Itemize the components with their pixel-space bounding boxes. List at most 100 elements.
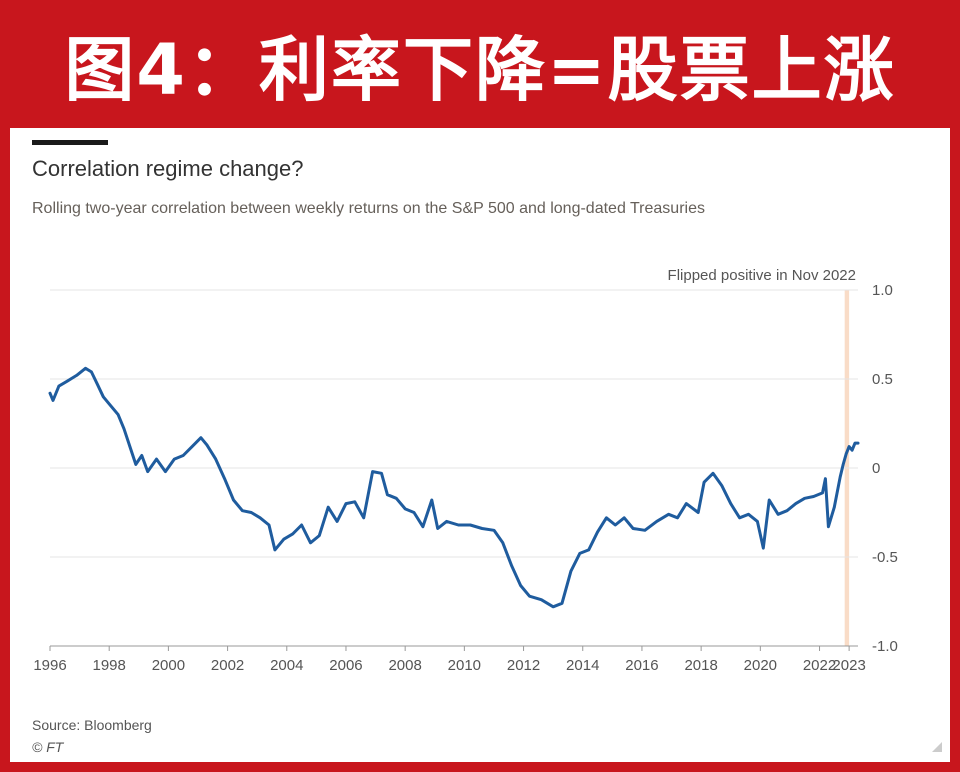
data-point	[457, 523, 460, 527]
data-point	[540, 598, 543, 601]
data-point	[776, 513, 780, 516]
data-point	[501, 541, 505, 544]
data-point	[164, 470, 167, 473]
data-point	[273, 548, 277, 552]
data-point	[842, 463, 845, 466]
data-point	[335, 520, 339, 523]
data-point	[51, 399, 55, 402]
data-point	[667, 513, 670, 516]
source-note: Source: Bloomberg	[32, 717, 152, 733]
copyright-note: © FT	[32, 739, 64, 755]
data-point	[309, 541, 312, 544]
data-point	[155, 457, 158, 461]
data-point	[327, 505, 330, 509]
series-line	[48, 366, 860, 609]
data-point	[84, 367, 87, 370]
data-point	[578, 552, 581, 555]
data-point	[380, 472, 383, 475]
x-tick-label: 1998	[93, 657, 126, 674]
data-point	[371, 470, 374, 473]
data-point	[403, 507, 407, 511]
data-point	[747, 513, 750, 516]
data-point	[696, 511, 700, 514]
data-point	[551, 605, 555, 609]
data-point	[300, 523, 303, 527]
data-point	[116, 413, 120, 416]
x-tick-label: 2020	[744, 657, 777, 674]
data-point	[768, 498, 771, 502]
x-tick-label: 2008	[388, 657, 421, 674]
data-point	[190, 445, 194, 448]
data-point	[250, 511, 253, 514]
line-chart: 1.0 0.5 0 -0.5 -1.0 1996 1998 2000 2002 2004 2006 2…	[33, 267, 898, 674]
data-point	[605, 516, 608, 520]
data-point	[66, 379, 69, 382]
data-point	[685, 502, 688, 505]
data-point	[199, 436, 203, 439]
y-tick-label: -0.5	[872, 549, 898, 566]
x-tick-label: 2016	[625, 657, 658, 674]
x-tick-label: 2002	[211, 657, 244, 674]
data-point	[510, 564, 513, 568]
data-point	[430, 498, 434, 502]
data-point	[318, 534, 321, 537]
title-accent-bar	[32, 140, 108, 145]
data-point	[587, 548, 590, 552]
data-point	[75, 374, 78, 377]
y-tick-label: 0.5	[872, 371, 893, 388]
data-point	[469, 523, 472, 527]
data-point	[762, 546, 765, 550]
data-point	[794, 502, 798, 505]
header-banner: 图4：利率下降=股票上涨	[0, 0, 960, 128]
data-point	[421, 525, 425, 528]
data-point	[107, 402, 111, 406]
data-point	[844, 452, 848, 455]
data-point	[614, 523, 617, 527]
data-point	[856, 441, 860, 445]
data-point	[492, 529, 496, 532]
annotation-label: Flipped positive in Nov 2022	[668, 267, 856, 284]
data-point	[362, 516, 365, 520]
data-point	[291, 532, 294, 536]
data-point	[282, 538, 286, 541]
banner-title: 图4：利率下降=股票上涨	[64, 28, 896, 111]
data-point	[96, 383, 99, 386]
data-point	[676, 516, 679, 520]
data-point	[596, 530, 599, 534]
chart-subtitle: Rolling two-year correlation between wee…	[32, 200, 705, 217]
data-point	[134, 463, 138, 466]
data-point	[57, 384, 61, 388]
data-point	[824, 477, 827, 480]
chart-footer: Source: Bloomberg © FT	[32, 714, 152, 758]
data-point	[827, 525, 830, 528]
data-point	[173, 457, 176, 461]
x-tick-label: 2000	[152, 657, 185, 674]
x-tick-label: 1996	[33, 657, 66, 674]
data-point	[258, 516, 262, 520]
data-point	[241, 509, 244, 512]
data-point	[833, 505, 836, 509]
data-point	[445, 520, 448, 523]
data-point	[853, 441, 857, 445]
resize-corner-icon	[932, 742, 942, 752]
data-point	[214, 457, 217, 461]
data-point	[395, 497, 398, 500]
data-point	[847, 445, 851, 448]
x-tick-label: 2004	[270, 657, 303, 674]
data-point	[519, 584, 522, 587]
data-point	[353, 500, 357, 504]
data-point	[622, 516, 626, 520]
data-point	[756, 520, 759, 523]
data-point	[140, 454, 143, 457]
data-point	[702, 481, 706, 484]
x-tick-label: 2010	[448, 657, 481, 674]
data-point	[729, 502, 732, 505]
data-point	[643, 529, 647, 532]
data-point	[821, 491, 824, 495]
data-point	[412, 511, 416, 514]
data-point	[344, 502, 348, 505]
data-point	[223, 477, 226, 480]
data-point	[232, 498, 235, 502]
chart-title: Correlation regime change?	[32, 156, 304, 181]
data-point	[122, 427, 126, 431]
